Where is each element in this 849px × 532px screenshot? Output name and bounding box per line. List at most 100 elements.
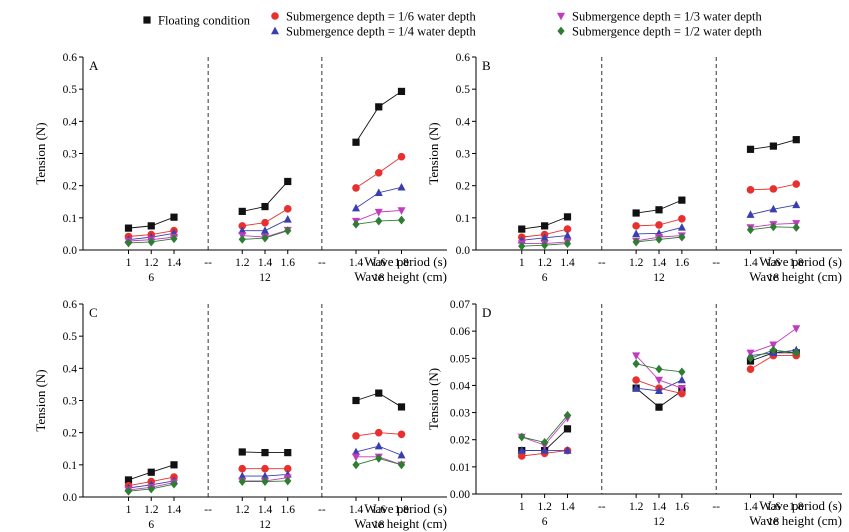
panel-A-point-d2 (284, 226, 292, 236)
panel-D-point-d6 (678, 389, 686, 398)
panel-B-point-floating (632, 209, 640, 217)
panel-B-point-floating (792, 136, 800, 144)
panel-D-y-tick-label: 0.00 (450, 489, 470, 501)
panel-D-y-tick-label: 0.05 (450, 353, 470, 365)
panel-C-period-title: Wave period (s) (364, 501, 447, 516)
panel-C-point-d2 (352, 460, 360, 470)
panel-C-point-d2 (124, 486, 133, 496)
panel-C-y-tick-label: 0.3 (63, 396, 78, 408)
panel-B-point-d4 (632, 229, 641, 238)
panel-D-point-d4 (677, 375, 686, 384)
panel-A-height-title: Wave height (cm) (354, 269, 447, 284)
panel-A-point-d4 (261, 226, 269, 234)
panel-C-point-d2 (284, 476, 292, 486)
panel-C-period-label: 1.4 (258, 504, 273, 516)
panel-A-y-tick-label: 0.5 (63, 84, 78, 96)
panel-A-point-floating (375, 103, 383, 111)
panel-A-y-tick-label: 0.2 (63, 181, 78, 193)
panel-A-period-label: 1 (126, 257, 132, 269)
panel-D-point-d3 (677, 384, 686, 393)
panel-A-period-title: Wave period (s) (364, 254, 447, 269)
panel-A-point-floating (238, 207, 246, 215)
panel-D-point-d4 (540, 446, 549, 454)
panel-C-point-d4 (374, 441, 383, 450)
panel-D-period-label: 1.2 (537, 501, 552, 513)
panel-C-y-title: Tension (N) (33, 369, 48, 431)
panel-A-line-floating (355, 91, 402, 143)
panel-A-point-d3 (374, 208, 383, 217)
legend-label-d3: Submergence depth = 1/3 water depth (572, 10, 763, 24)
panel-C-point-d2 (375, 454, 383, 463)
panel-C-point-floating (261, 449, 269, 457)
panel-A-point-d6 (352, 184, 360, 192)
panel-A-height-label: 6 (148, 272, 154, 284)
panel-D-separator-label: -- (712, 501, 720, 513)
panel-D-point-d2 (769, 345, 777, 355)
legend-label-d4: Submergence depth = 1/4 water depth (286, 25, 477, 39)
panel-C-point-d6 (238, 464, 247, 473)
panel-A-point-d2 (352, 219, 360, 229)
panel-C-y-tick-label: 0.2 (63, 428, 78, 440)
legend-marker-d4 (271, 26, 279, 35)
panel-C-point-d6 (352, 432, 360, 440)
panel-C-height-title: Wave height (cm) (354, 516, 447, 531)
panel-A-point-floating (397, 87, 406, 96)
panel-B-period-label: 1.8 (789, 257, 804, 269)
panel-A-period-label: 1.2 (144, 257, 159, 269)
panel-A-period-label: 1.4 (167, 257, 182, 269)
panel-A-point-floating (124, 224, 133, 232)
panel-B-point-floating (746, 145, 755, 153)
panel-B-period-label: 1.4 (652, 257, 667, 269)
legend-item-floating: Floating condition (143, 14, 251, 28)
panel-A-y-tick-label: 0.3 (63, 149, 78, 161)
panel-D-period-label: 1.8 (789, 501, 804, 513)
panel-A-letter: A (89, 58, 99, 73)
panel-B-point-d4 (769, 204, 778, 213)
legend-label-d6: Submergence depth = 1/6 water depth (286, 10, 477, 24)
panel-B-series-d4 (517, 200, 801, 244)
panel-D-point-d2 (563, 410, 572, 420)
panel-D-point-floating (563, 425, 572, 433)
panel-A-period-label: 1.6 (281, 257, 296, 269)
panel-B-point-floating (541, 222, 549, 230)
panel-A-point-d4 (283, 215, 292, 223)
panel-B-period-label: 1.2 (537, 257, 552, 269)
panel-B-y-tick-label: 0.3 (456, 149, 471, 161)
panel-B-point-d2 (746, 225, 755, 235)
panel-B-point-d6 (746, 186, 755, 194)
panel-D-point-d3 (746, 349, 755, 358)
panel-C-period-label: 1.2 (235, 504, 250, 516)
panel-B-point-floating (563, 213, 572, 221)
panel-B-point-d4 (792, 200, 801, 209)
panel-B-period-label: 1.4 (743, 257, 758, 269)
panel-A-separator-label: -- (204, 257, 212, 269)
panel-C-point-floating (124, 476, 133, 484)
panel-B-point-floating (655, 206, 663, 214)
panel-D-series-d2 (518, 345, 800, 447)
panel-B-y-tick-label: 0.4 (456, 116, 471, 128)
panel-B-y-title: Tension (N) (426, 122, 441, 184)
panel-C-point-d4 (238, 471, 247, 480)
panel-A-point-d4 (374, 188, 383, 196)
panel-B-point-floating (518, 225, 526, 233)
panel-B-point-floating (678, 196, 686, 204)
panel-D-point-d3 (769, 341, 778, 350)
panel-D-series-d4 (517, 345, 801, 454)
panel-A-separator-label: -- (318, 257, 326, 269)
panel-C-point-d2 (238, 477, 246, 486)
panel-A-period-label: 1.2 (235, 257, 250, 269)
panel-C-point-floating (170, 461, 178, 469)
panel-A-period-label: 1.8 (394, 257, 409, 269)
legend-marker-d2 (557, 26, 565, 36)
panel-C-height-label: 18 (373, 519, 385, 531)
panel-C-point-d2 (261, 477, 269, 486)
panel-C-point-floating (284, 449, 292, 457)
panel-A-point-d3 (397, 207, 406, 215)
panel-D-y-title: Tension (N) (426, 368, 441, 430)
panel-C-point-d2 (147, 484, 155, 494)
panel-B-point-d2 (632, 237, 640, 247)
panel-C-y-tick-label: 0.6 (63, 299, 78, 311)
panel-B-height-label: 18 (768, 272, 780, 284)
panel-B-y-tick-label: 0.6 (456, 52, 471, 64)
